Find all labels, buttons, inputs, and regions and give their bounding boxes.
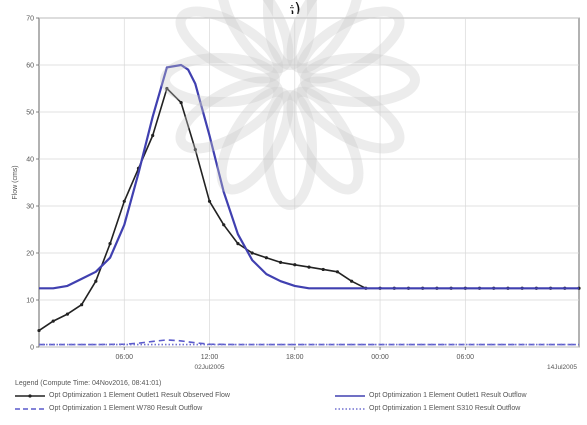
legend-label: Opt Optimization 1 Element Outlet1 Resul… [369,392,527,399]
top-caption: ژ) [286,0,301,20]
data-point [37,328,41,333]
data-point [108,242,112,246]
y-tick-label: 50 [26,110,34,117]
y-tick-label: 40 [26,157,34,164]
legend-label: Opt Optimization 1 Element S310 Result O… [369,405,521,412]
data-point [65,312,70,316]
data-point [264,256,268,260]
data-point [236,242,240,246]
legend-label: Opt Optimization 1 Element Outlet1 Resul… [49,392,230,399]
data-point [250,251,254,255]
y-tick-label: 30 [26,204,34,211]
data-point [80,303,84,307]
data-point [179,101,183,105]
data-point [207,199,212,203]
data-point [122,199,126,203]
data-point [278,260,283,264]
x-tick-label: 12:00 [201,354,219,361]
x-tick-label: 00:00 [371,354,389,361]
y-tick-label: 10 [26,298,34,305]
date-label: 02Jul2005 [195,364,225,371]
x-tick-label: 06:00 [457,354,475,361]
legend-swatch [335,394,365,397]
y-tick-label: 70 [26,16,34,23]
legend: Legend (Compute Time: 04Nov2016, 08:41:0… [5,378,585,424]
data-point [193,148,197,152]
chart-panel: 0 10 20 30 40 50 60 70 06:00 12:00 18:00 00:00 06:00… [5,14,585,376]
data-point [94,279,98,283]
y-axis-label: Flow (cms) [12,165,19,199]
legend-entry: Opt Optimization 1 Element Outlet1 Resul… [335,392,527,399]
data-point [307,265,311,269]
date-label: 14Jul2005 [547,364,577,371]
data-point [222,223,226,227]
legend-entry: Opt Optimization 1 Element Outlet1 Resul… [15,392,230,399]
legend-swatch [335,407,365,410]
data-point [165,86,169,91]
data-point [321,267,325,272]
hydrograph-chart: 0 10 20 30 40 50 60 70 06:00 12:00 18:00 00:00 06:00… [12,16,581,371]
data-point [335,270,340,274]
legend-label: Opt Optimization 1 Element W780 Result O… [49,405,203,412]
y-tick-label: 0 [30,345,34,352]
legend-swatch [15,407,45,410]
legend-entry: Opt Optimization 1 Element W780 Result O… [15,405,202,412]
y-tick-label: 20 [26,251,34,258]
legend-header: Legend (Compute Time: 04Nov2016, 08:41:0… [15,380,162,387]
series-line [39,63,579,290]
x-tick-label: 06:00 [115,354,133,361]
data-point [350,279,354,283]
x-tick-label: 18:00 [286,354,304,361]
plot-area [38,17,580,348]
data-point [51,319,55,323]
data-point [293,263,297,267]
data-point [151,133,155,138]
y-tick-label: 60 [26,63,34,70]
legend-entry: Opt Optimization 1 Element S310 Result O… [335,405,520,412]
legend-swatch [15,393,45,398]
